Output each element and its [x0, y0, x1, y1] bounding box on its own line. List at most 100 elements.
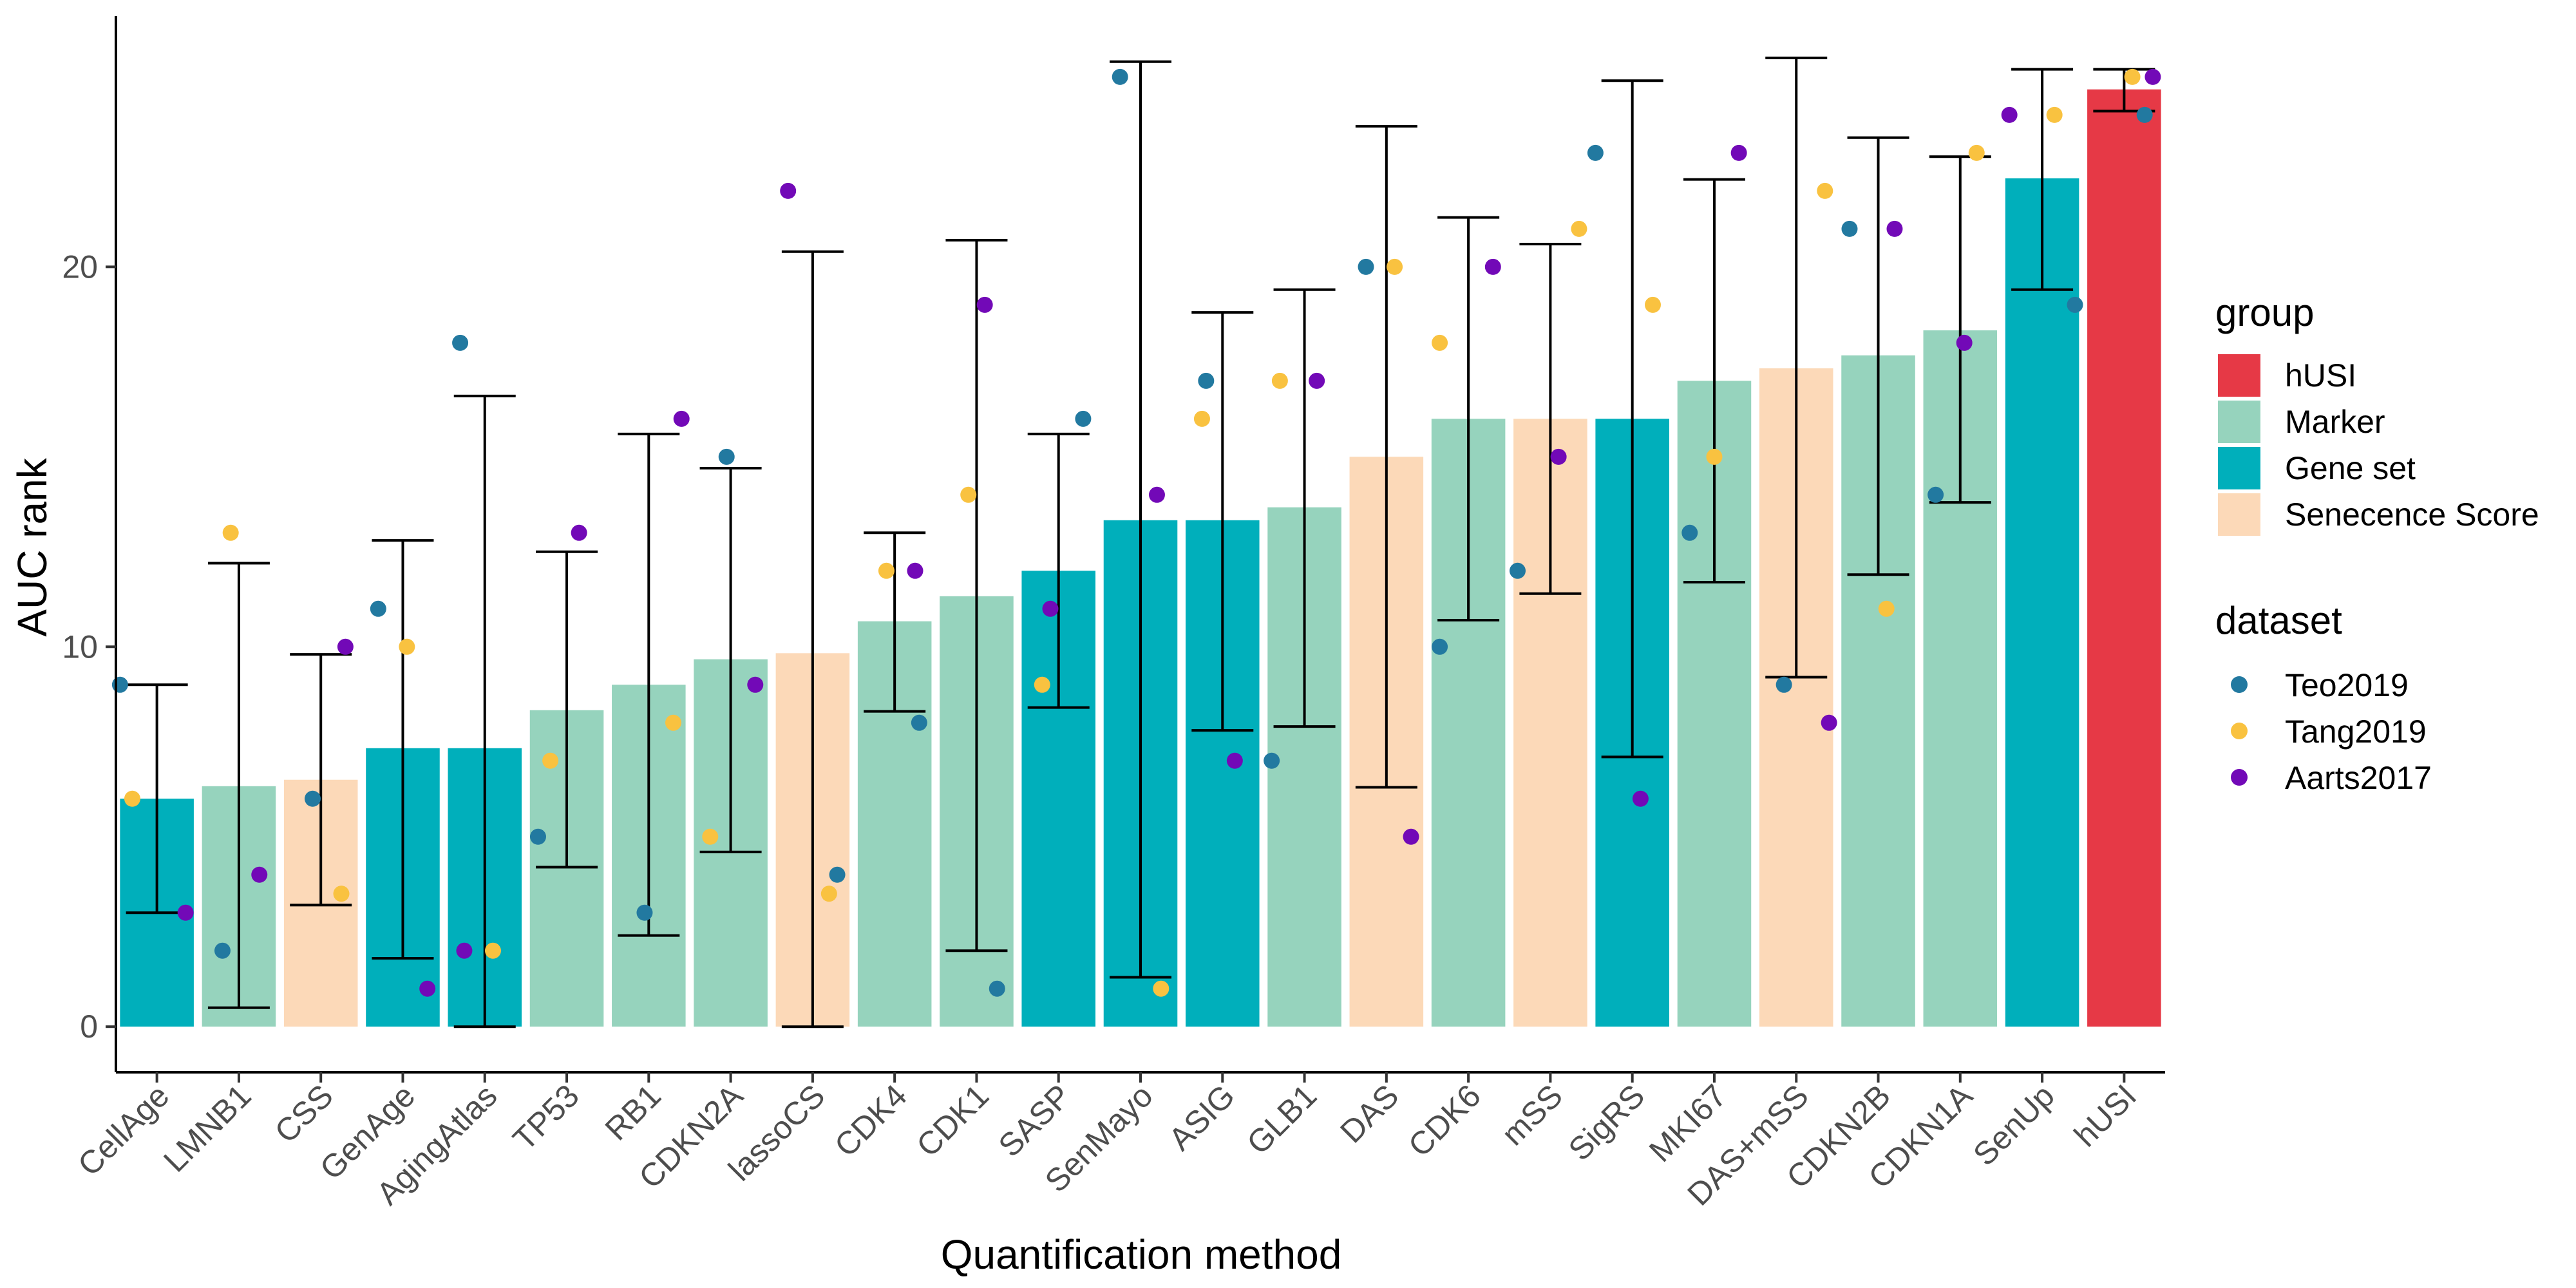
- point-teo2019-das-mss: [1776, 676, 1792, 693]
- point-aarts2017-cdk6: [1484, 258, 1501, 275]
- point-tang2019-lassocs: [820, 886, 837, 902]
- error-bar-mki67: [1683, 178, 1745, 583]
- legend-dataset-title: dataset: [2215, 599, 2342, 642]
- point-teo2019-cdkn2a: [718, 448, 735, 465]
- legend-key-husi: [2218, 354, 2260, 397]
- x-axis-title: Quantification method: [941, 1231, 1342, 1278]
- x-tick-label-lmnb1: LMNB1: [156, 1077, 258, 1179]
- point-tang2019-das: [1387, 258, 1403, 275]
- legend-label-gene-set: Gene set: [2285, 450, 2416, 486]
- point-aarts2017-cellage: [177, 904, 194, 921]
- x-tick-label-cellage: CellAge: [71, 1077, 176, 1182]
- point-teo2019-mss: [1509, 562, 1526, 579]
- point-aarts2017-cdkn1a: [1956, 334, 1973, 351]
- point-tang2019-glb1: [1271, 372, 1288, 389]
- legend-key-tang2019: [2231, 723, 2248, 739]
- point-tang2019-lmnb1: [222, 524, 239, 541]
- error-bar-senmayo: [1110, 60, 1171, 979]
- point-teo2019-cdk1: [989, 980, 1005, 997]
- legend-label-husi: hUSI: [2285, 357, 2356, 393]
- legend-group-title: group: [2215, 291, 2314, 334]
- point-aarts2017-sasp: [1042, 600, 1059, 617]
- legend-group: group hUSI Marker Gene set Senecence Score: [2215, 291, 2539, 536]
- point-tang2019-asig: [1193, 410, 1210, 427]
- point-teo2019-das: [1358, 258, 1374, 275]
- point-teo2019-glb1: [1264, 752, 1280, 769]
- point-teo2019-lassocs: [829, 866, 846, 883]
- point-teo2019-senup: [2067, 296, 2083, 313]
- x-tick-label-husi: hUSI: [2067, 1077, 2143, 1153]
- point-aarts2017-css: [337, 638, 354, 655]
- points-teo2019: [111, 68, 2153, 997]
- point-teo2019-css: [304, 790, 321, 807]
- error-bar-lmnb1: [207, 562, 270, 1009]
- x-tick-label-asig: ASIG: [1162, 1077, 1242, 1157]
- point-tang2019-sasp: [1034, 676, 1050, 693]
- point-tang2019-css: [333, 886, 350, 902]
- error-bar-agingatlas: [453, 394, 516, 1028]
- point-tang2019-cdk6: [1432, 334, 1448, 351]
- point-tang2019-cdkn2b: [1878, 600, 1895, 617]
- x-tick-label-cdk1: CDK1: [909, 1077, 996, 1164]
- error-bar-senup: [2011, 68, 2074, 291]
- point-tang2019-senup: [2046, 106, 2063, 123]
- point-teo2019-sigrs: [1587, 144, 1604, 161]
- point-teo2019-cdk4: [911, 714, 927, 731]
- point-teo2019-senmayo: [1112, 68, 1128, 85]
- point-teo2019-lmnb1: [214, 942, 231, 959]
- point-aarts2017-mki67: [1730, 144, 1747, 161]
- point-aarts2017-senup: [2001, 106, 2018, 123]
- point-tang2019-rb1: [665, 714, 682, 731]
- legend-label-marker: Marker: [2285, 404, 2385, 440]
- point-teo2019-cdkn1a: [1927, 486, 1944, 503]
- error-bar-asig: [1191, 311, 1254, 732]
- point-aarts2017-lmnb1: [251, 866, 268, 883]
- point-teo2019-asig: [1198, 372, 1215, 389]
- point-tang2019-cdk4: [878, 562, 895, 579]
- point-tang2019-tp53: [542, 752, 559, 769]
- x-tick-label-css: CSS: [268, 1077, 340, 1150]
- point-tang2019-cdk1: [960, 486, 977, 503]
- point-aarts2017-cdkn2b: [1886, 220, 1903, 237]
- point-aarts2017-lassocs: [780, 182, 797, 199]
- legend-key-marker: [2218, 401, 2260, 443]
- point-teo2019-sasp: [1075, 410, 1092, 427]
- point-teo2019-cdkn2b: [1841, 220, 1858, 237]
- x-tick-label-das: DAS: [1333, 1077, 1405, 1150]
- x-tick-label-cdk4: CDK4: [828, 1077, 914, 1164]
- point-teo2019-genage: [370, 600, 386, 617]
- bar-senup: [2005, 178, 2079, 1027]
- plot-area: [111, 56, 2161, 1028]
- legend-key-teo2019: [2231, 676, 2248, 693]
- point-teo2019-husi: [2136, 106, 2153, 123]
- error-bar-sigrs: [1601, 79, 1663, 759]
- point-teo2019-mki67: [1681, 524, 1698, 541]
- legend-dataset: dataset Teo2019 Tang2019 Aarts2017: [2215, 599, 2432, 796]
- x-tick-label-glb1: GLB1: [1240, 1077, 1323, 1161]
- x-tick-label-cdk6: CDK6: [1401, 1077, 1488, 1164]
- y-tick-label: 10: [62, 629, 98, 665]
- error-bar-css: [290, 653, 352, 907]
- point-tang2019-das-mss: [1817, 182, 1833, 199]
- point-tang2019-senmayo: [1153, 980, 1170, 997]
- point-aarts2017-cdkn2a: [747, 676, 764, 693]
- error-bar-cdk6: [1437, 216, 1500, 621]
- bar-husi: [2087, 89, 2161, 1027]
- point-aarts2017-husi: [2145, 68, 2161, 85]
- point-tang2019-mki67: [1706, 448, 1723, 465]
- y-tick-label: 20: [62, 249, 98, 285]
- legend-key-gene-set: [2218, 447, 2260, 489]
- point-aarts2017-cdk4: [907, 562, 923, 579]
- point-aarts2017-das-mss: [1821, 714, 1837, 731]
- error-bar-mss: [1519, 242, 1582, 595]
- legend-key-aarts2017: [2231, 769, 2248, 786]
- point-aarts2017-das: [1403, 828, 1419, 845]
- point-aarts2017-genage: [419, 980, 436, 997]
- points-tang2019: [124, 68, 2141, 997]
- error-bar-cdk1: [945, 239, 1008, 952]
- x-tick-label-tp53: TP53: [506, 1077, 586, 1157]
- point-aarts2017-glb1: [1309, 372, 1325, 389]
- error-bar-cdkn2a: [699, 467, 762, 853]
- error-bar-rb1: [618, 432, 680, 937]
